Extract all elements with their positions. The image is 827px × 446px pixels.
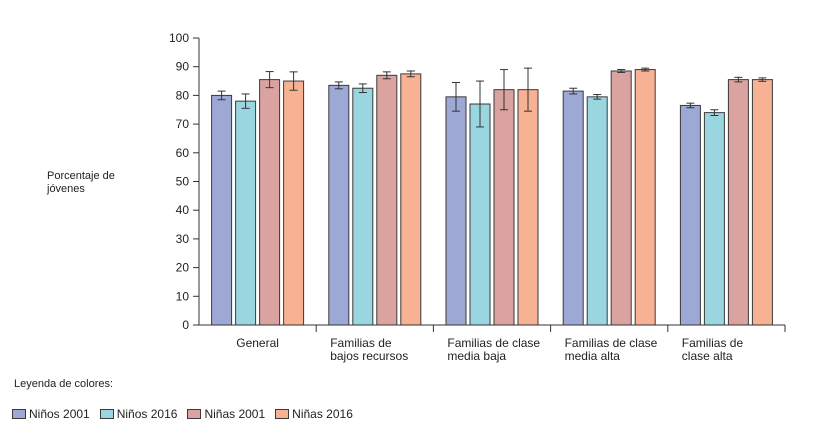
y-tick-label: 40 bbox=[176, 203, 190, 217]
bar bbox=[328, 84, 350, 326]
bar bbox=[469, 103, 491, 326]
y-axis-label: Porcentaje de jóvenes bbox=[47, 170, 115, 195]
bar bbox=[211, 94, 233, 326]
y-tick-label: 90 bbox=[176, 60, 190, 74]
x-tick-label: General bbox=[236, 336, 279, 350]
y-tick-label: 100 bbox=[169, 31, 189, 45]
bar bbox=[586, 96, 608, 326]
legend-swatch bbox=[275, 409, 290, 419]
bar bbox=[493, 89, 515, 326]
bar bbox=[400, 73, 422, 326]
x-tick-label: bajos recursos bbox=[330, 349, 408, 363]
legend-item: Niñas 2016 bbox=[275, 407, 353, 421]
bar bbox=[376, 74, 398, 326]
x-tick-label: clase alta bbox=[682, 349, 733, 363]
legend-item: Niñas 2001 bbox=[187, 407, 265, 421]
x-tick-label: Familias de bbox=[682, 336, 744, 350]
y-tick-label: 10 bbox=[176, 289, 190, 303]
x-tick-label: Familias de bbox=[330, 336, 392, 350]
bar bbox=[283, 80, 305, 326]
legend-label: Niños 2016 bbox=[116, 407, 178, 421]
y-tick-label: 0 bbox=[182, 318, 189, 332]
bar bbox=[634, 69, 656, 326]
legend-label: Niñas 2016 bbox=[292, 407, 353, 421]
legend-swatch bbox=[99, 409, 114, 419]
bar bbox=[751, 79, 773, 326]
bar bbox=[679, 104, 701, 326]
legend-label: Niños 2001 bbox=[29, 407, 90, 421]
bar bbox=[445, 96, 467, 326]
bar bbox=[610, 70, 632, 326]
y-tick-label: 60 bbox=[176, 146, 190, 160]
bar bbox=[235, 100, 257, 326]
x-tick-label: Familias de clase bbox=[565, 336, 658, 350]
legend-swatch bbox=[187, 409, 202, 419]
legend-label: Niñas 2001 bbox=[204, 407, 266, 421]
bar bbox=[352, 87, 374, 326]
bar bbox=[727, 79, 749, 326]
y-tick-label: 30 bbox=[176, 232, 190, 246]
y-tick-label: 50 bbox=[176, 175, 190, 189]
y-axis: 0 10 20 30 40 50 60 70 80 90 100 bbox=[169, 31, 200, 332]
legend-item: Niños 2016 bbox=[99, 407, 178, 421]
x-tick-label: Familias de clase bbox=[447, 336, 540, 350]
bar bbox=[703, 112, 725, 326]
y-tick-label: 20 bbox=[176, 261, 190, 275]
bar bbox=[562, 90, 584, 326]
y-tick-label: 80 bbox=[176, 88, 190, 102]
legend-swatch bbox=[12, 409, 26, 419]
bars bbox=[211, 67, 773, 326]
x-tick-label: media baja bbox=[447, 349, 506, 363]
bar bbox=[517, 89, 539, 326]
bar bbox=[259, 79, 281, 326]
legend: Niños 2001 Niños 2016 Niñas 2001 Niñas 2016 bbox=[12, 407, 353, 421]
y-tick-label: 70 bbox=[176, 117, 190, 131]
legend-title: Leyenda de colores: bbox=[14, 378, 114, 390]
x-tick-label: media alta bbox=[565, 349, 621, 363]
legend-item: Niños 2001 bbox=[12, 407, 90, 421]
